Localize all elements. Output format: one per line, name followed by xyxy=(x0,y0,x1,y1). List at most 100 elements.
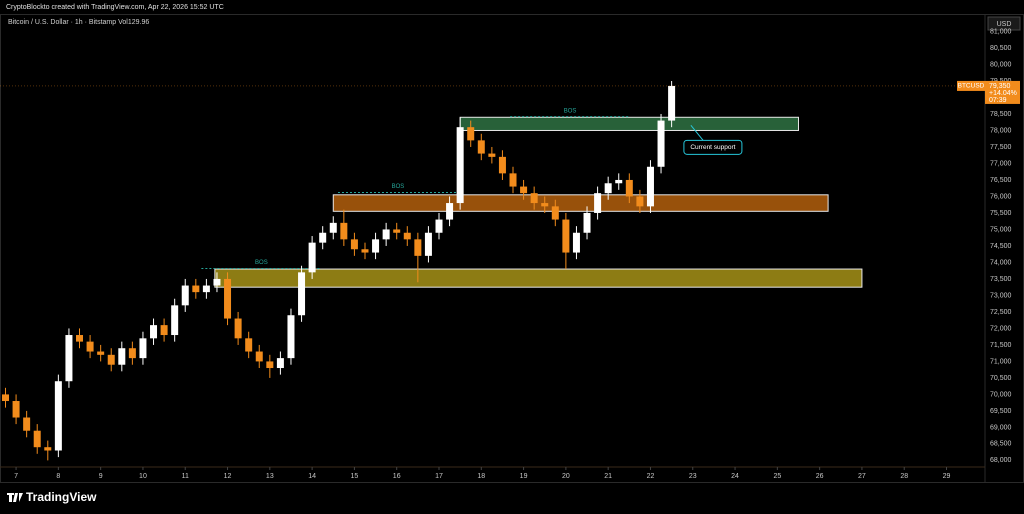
x-tick-label: 21 xyxy=(604,473,612,480)
candle-body xyxy=(625,179,633,197)
y-tick-label: 72,000 xyxy=(990,325,1012,332)
candle-body xyxy=(44,447,52,451)
y-tick-label: 69,000 xyxy=(990,424,1012,431)
change: +14.04% xyxy=(989,90,1017,97)
callout-text: Current support xyxy=(690,144,735,151)
y-tick-label: 77,000 xyxy=(990,160,1012,167)
candle-body xyxy=(150,325,158,339)
candle-body xyxy=(54,381,62,451)
y-tick-label: 73,500 xyxy=(990,276,1012,283)
candle-body xyxy=(287,315,295,359)
candle-body xyxy=(604,183,612,194)
x-tick-label: 29 xyxy=(943,473,951,480)
y-tick-label: 71,000 xyxy=(990,358,1012,365)
y-tick-label: 71,500 xyxy=(990,342,1012,349)
candle-body xyxy=(615,179,623,184)
candle-body xyxy=(657,120,665,167)
zone xyxy=(214,268,863,288)
x-tick-label: 9 xyxy=(99,473,103,480)
zone xyxy=(332,194,829,212)
candle-body xyxy=(192,285,200,293)
y-tick-label: 76,000 xyxy=(990,193,1012,200)
x-tick-label: 14 xyxy=(308,473,316,480)
x-tick-label: 19 xyxy=(520,473,528,480)
candle-body xyxy=(361,249,369,253)
candle-body xyxy=(65,335,73,382)
currency-box xyxy=(987,16,1021,31)
bos-label: BOS xyxy=(255,260,268,266)
candle-body xyxy=(118,348,126,365)
candle-body xyxy=(435,219,443,233)
x-tick-label: 23 xyxy=(689,473,697,480)
candle-body xyxy=(1,394,9,402)
candle-body xyxy=(520,186,528,194)
candle-body xyxy=(160,325,168,336)
y-tick-label: 70,000 xyxy=(990,391,1012,398)
zone xyxy=(459,116,799,131)
candle-body xyxy=(583,212,591,233)
candle-body xyxy=(509,173,517,187)
candle-body xyxy=(551,206,559,220)
y-tick-label: 72,500 xyxy=(990,309,1012,316)
candle-body xyxy=(467,127,475,141)
x-tick-label: 26 xyxy=(816,473,824,480)
candle-body xyxy=(234,318,242,339)
candle-body xyxy=(245,338,253,352)
bos-label: BOS xyxy=(564,108,577,114)
candle-body xyxy=(33,430,41,448)
candle-body xyxy=(477,140,485,154)
candle-body xyxy=(668,85,676,121)
candle-body xyxy=(424,232,432,256)
candle-body xyxy=(372,239,380,253)
x-tick-label: 10 xyxy=(139,473,147,480)
candle-body xyxy=(498,156,506,174)
y-tick-label: 70,500 xyxy=(990,375,1012,382)
candle-body xyxy=(562,219,570,253)
y-tick-label: 80,500 xyxy=(990,45,1012,52)
candle-body xyxy=(128,348,136,359)
candle-body xyxy=(329,222,337,233)
x-tick-label: 24 xyxy=(731,473,739,480)
y-tick-label: 73,000 xyxy=(990,292,1012,299)
y-tick-label: 81,000 xyxy=(990,28,1012,35)
candle-body xyxy=(350,239,358,250)
x-tick-label: 11 xyxy=(182,473,189,480)
y-tick-label: 78,500 xyxy=(990,111,1012,118)
x-tick-label: 28 xyxy=(900,473,908,480)
candle-body xyxy=(139,338,147,359)
x-tick-label: 7 xyxy=(14,473,18,480)
y-tick-label: 74,000 xyxy=(990,259,1012,266)
currency: USD xyxy=(997,21,1012,28)
candle-body xyxy=(456,127,464,204)
y-tick-label: 80,000 xyxy=(990,61,1012,68)
candle-body xyxy=(572,232,580,253)
candle-body xyxy=(446,203,454,220)
x-tick-label: 22 xyxy=(647,473,655,480)
y-tick-label: 68,000 xyxy=(990,457,1012,464)
candle-body xyxy=(266,361,274,369)
candle-body xyxy=(171,305,179,336)
y-tick-label: 78,000 xyxy=(990,127,1012,134)
candle-body xyxy=(276,358,284,369)
candle-body xyxy=(86,341,94,352)
x-tick-label: 25 xyxy=(773,473,781,480)
candle-body xyxy=(636,196,644,207)
candle-body xyxy=(594,193,602,213)
last-price: 79,350 xyxy=(989,83,1011,90)
y-tick-label: 77,500 xyxy=(990,144,1012,151)
y-tick-label: 68,500 xyxy=(990,441,1012,448)
x-tick-label: 12 xyxy=(224,473,232,480)
candle-body xyxy=(308,242,316,273)
candle-body xyxy=(382,229,390,240)
bos-label: BOS xyxy=(392,184,405,190)
candle-body xyxy=(76,335,84,342)
x-tick-label: 17 xyxy=(435,473,443,480)
candle-body xyxy=(12,401,20,418)
candle-body xyxy=(181,285,189,306)
candle-body xyxy=(298,272,306,316)
price-tag xyxy=(985,80,1020,104)
callout-arrow xyxy=(690,125,705,142)
brand: TradingView xyxy=(26,490,97,504)
